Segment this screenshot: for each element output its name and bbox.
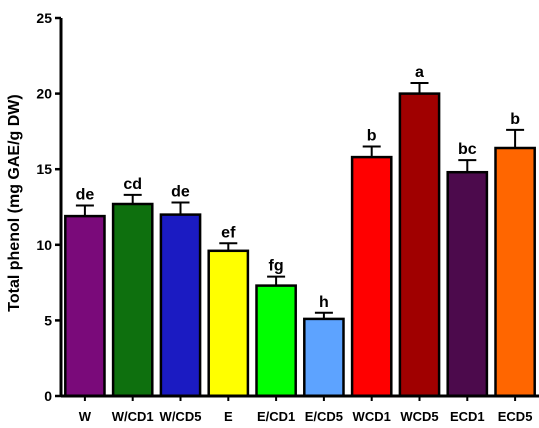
- y-tick-label-5: 5: [44, 312, 52, 328]
- x-tick-label-WCD1: WCD1: [353, 409, 391, 424]
- x-tick-label-W/CD5: W/CD5: [160, 409, 202, 424]
- x-tick-label-ECD5: ECD5: [498, 409, 533, 424]
- bar-W/CD1: [111, 202, 154, 398]
- significance-letter-ECD1: bc: [458, 141, 477, 158]
- significance-letter-W/CD5: de: [171, 184, 190, 201]
- significance-letter-W/CD1: cd: [123, 176, 142, 193]
- x-tick-label-E/CD1: E/CD1: [257, 409, 295, 424]
- significance-letter-E/CD5: h: [319, 294, 329, 311]
- bar-ECD5: [494, 146, 536, 398]
- x-tick-label-W/CD1: W/CD1: [112, 409, 154, 424]
- y-tick-label-25: 25: [36, 10, 52, 26]
- bar-E: [207, 249, 250, 398]
- x-tick-label-E: E: [224, 409, 233, 424]
- significance-letter-W: de: [76, 187, 95, 204]
- y-tick-label-20: 20: [36, 86, 52, 102]
- bar-W/CD5: [159, 213, 202, 398]
- significance-letter-WCD1: b: [367, 128, 377, 145]
- bar-WCD1: [350, 155, 393, 398]
- x-axis: W W/CD1 W/CD5 E E/CD1 E/CD5 WCD1 WCD5 ECD1 ECD5: [61, 394, 539, 424]
- bar-ECD1: [446, 170, 489, 398]
- bar-E/CD5: [303, 317, 345, 398]
- error-bars: [75, 82, 525, 319]
- x-tick-label-ECD1: ECD1: [450, 409, 485, 424]
- bar-W: [64, 214, 106, 398]
- significance-letter-WCD5: a: [415, 64, 424, 81]
- y-tick-label-15: 15: [36, 161, 52, 177]
- bars: [64, 92, 536, 398]
- y-axis-title: Total phenol (mg GAE/g DW): [6, 94, 23, 311]
- y-tick-label-0: 0: [44, 388, 52, 404]
- significance-letter-E: ef: [221, 224, 236, 241]
- bar-E/CD1: [255, 284, 297, 398]
- significance-letter-ECD5: b: [510, 111, 520, 128]
- significance-letter-E/CD1: fg: [269, 258, 284, 275]
- significance-letters: de cd de ef fg h b a bc b: [76, 64, 521, 311]
- y-axis: 0 5 10 15 20 25: [36, 10, 63, 404]
- x-tick-label-WCD5: WCD5: [400, 409, 438, 424]
- bar-WCD5: [398, 92, 441, 398]
- y-axis-title-text: Total phenol (mg GAE/g DW): [6, 94, 23, 311]
- x-tick-label-W: W: [79, 409, 92, 424]
- x-tick-label-E/CD5: E/CD5: [305, 409, 343, 424]
- y-tick-label-10: 10: [36, 237, 52, 253]
